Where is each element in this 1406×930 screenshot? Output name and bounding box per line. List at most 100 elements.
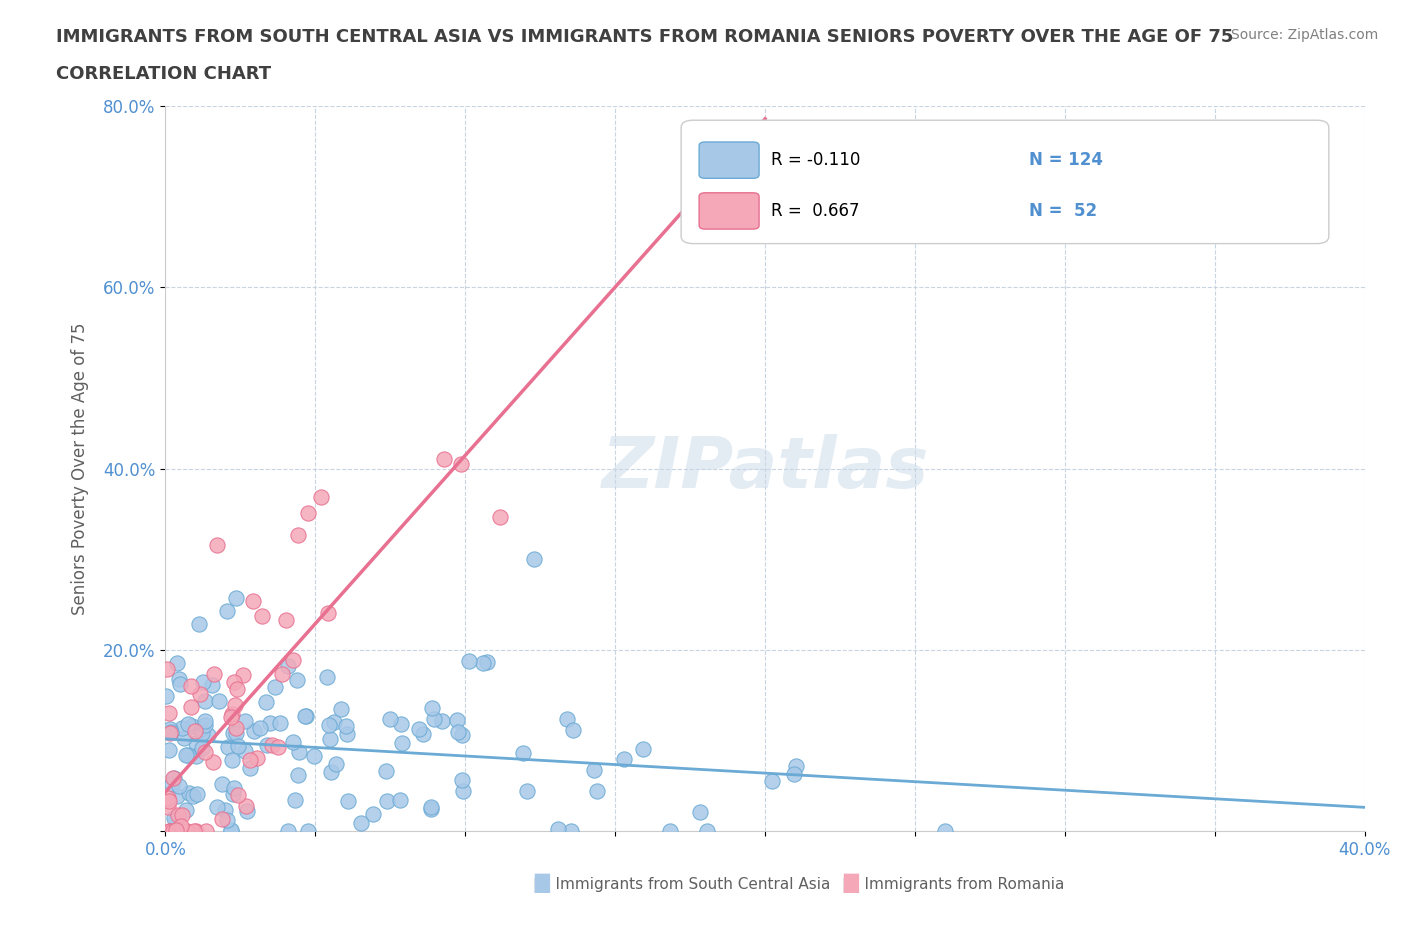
Point bbox=[184, 824, 207, 839]
Point bbox=[696, 824, 718, 839]
Point bbox=[423, 711, 446, 726]
Point bbox=[288, 745, 311, 760]
Point bbox=[205, 800, 228, 815]
Point bbox=[561, 723, 583, 737]
Point bbox=[163, 771, 186, 786]
Point bbox=[169, 818, 191, 833]
Point bbox=[270, 667, 292, 682]
Point bbox=[156, 790, 179, 805]
Point bbox=[162, 824, 184, 839]
Point bbox=[201, 678, 224, 693]
Point bbox=[166, 655, 188, 670]
Point bbox=[225, 726, 247, 741]
Point bbox=[219, 823, 242, 838]
Point bbox=[163, 810, 186, 825]
Point bbox=[157, 793, 180, 808]
Point bbox=[177, 785, 200, 800]
Point bbox=[222, 675, 245, 690]
Point bbox=[194, 824, 217, 839]
Point bbox=[284, 792, 307, 807]
Point bbox=[188, 617, 211, 631]
Point bbox=[315, 670, 337, 684]
Text: CORRELATION CHART: CORRELATION CHART bbox=[56, 65, 271, 83]
Point bbox=[176, 824, 198, 839]
Point bbox=[224, 780, 246, 795]
Point bbox=[172, 808, 194, 823]
Point bbox=[319, 764, 342, 779]
Point bbox=[232, 668, 254, 683]
Point bbox=[259, 715, 281, 730]
Point bbox=[489, 510, 512, 525]
Text: Source: ZipAtlas.com: Source: ZipAtlas.com bbox=[1230, 28, 1378, 42]
Point bbox=[162, 770, 184, 785]
Point bbox=[297, 505, 319, 520]
Point bbox=[165, 811, 187, 826]
Point bbox=[451, 728, 474, 743]
Point bbox=[239, 752, 262, 767]
Point bbox=[277, 658, 299, 673]
FancyBboxPatch shape bbox=[699, 193, 759, 229]
Point bbox=[336, 794, 359, 809]
Point bbox=[169, 677, 191, 692]
Point bbox=[225, 591, 247, 605]
Point bbox=[197, 727, 219, 742]
Point bbox=[222, 787, 245, 802]
Point bbox=[186, 787, 208, 802]
Point bbox=[191, 740, 214, 755]
Point bbox=[586, 783, 609, 798]
Text: IMMIGRANTS FROM SOUTH CENTRAL ASIA VS IMMIGRANTS FROM ROMANIA SENIORS POVERTY OV: IMMIGRANTS FROM SOUTH CENTRAL ASIA VS IM… bbox=[56, 28, 1233, 46]
Point bbox=[215, 813, 238, 828]
Point bbox=[202, 667, 225, 682]
Point bbox=[430, 713, 453, 728]
Point bbox=[221, 726, 243, 741]
Text: R =  0.667: R = 0.667 bbox=[770, 202, 859, 219]
Point bbox=[183, 824, 205, 839]
Point bbox=[211, 777, 233, 791]
Point bbox=[235, 799, 257, 814]
Point bbox=[375, 793, 398, 808]
Point bbox=[226, 788, 249, 803]
Point bbox=[167, 778, 190, 793]
Point bbox=[547, 821, 569, 836]
Y-axis label: Seniors Poverty Over the Age of 75: Seniors Poverty Over the Age of 75 bbox=[72, 323, 89, 615]
Point bbox=[184, 724, 207, 738]
Point bbox=[194, 714, 217, 729]
Point bbox=[219, 709, 242, 724]
Point bbox=[447, 724, 470, 739]
Point bbox=[190, 686, 212, 701]
Point bbox=[375, 764, 398, 778]
Point bbox=[446, 712, 468, 727]
Point bbox=[242, 593, 264, 608]
Point bbox=[785, 759, 807, 774]
Point bbox=[159, 725, 181, 740]
Point bbox=[318, 717, 340, 732]
Point bbox=[176, 748, 198, 763]
Point bbox=[217, 604, 239, 618]
Point bbox=[264, 680, 287, 695]
Point bbox=[194, 693, 217, 708]
FancyBboxPatch shape bbox=[681, 120, 1329, 244]
Point bbox=[211, 812, 233, 827]
Point bbox=[191, 726, 214, 741]
Point bbox=[419, 802, 441, 817]
Point bbox=[176, 716, 198, 731]
Text: R = -0.110: R = -0.110 bbox=[770, 152, 860, 169]
Point bbox=[281, 652, 304, 667]
Point bbox=[523, 551, 546, 566]
Point bbox=[631, 741, 654, 756]
Point bbox=[256, 737, 278, 752]
Point bbox=[157, 799, 180, 814]
Point bbox=[239, 761, 262, 776]
Point bbox=[350, 815, 373, 830]
Point bbox=[180, 700, 202, 715]
Point bbox=[243, 724, 266, 739]
Point bbox=[361, 807, 384, 822]
Point bbox=[389, 717, 412, 732]
Point bbox=[236, 804, 259, 818]
Point bbox=[335, 719, 357, 734]
Point bbox=[225, 720, 247, 735]
Point bbox=[184, 736, 207, 751]
Point bbox=[159, 722, 181, 737]
Point bbox=[659, 824, 682, 839]
Point bbox=[471, 656, 494, 671]
